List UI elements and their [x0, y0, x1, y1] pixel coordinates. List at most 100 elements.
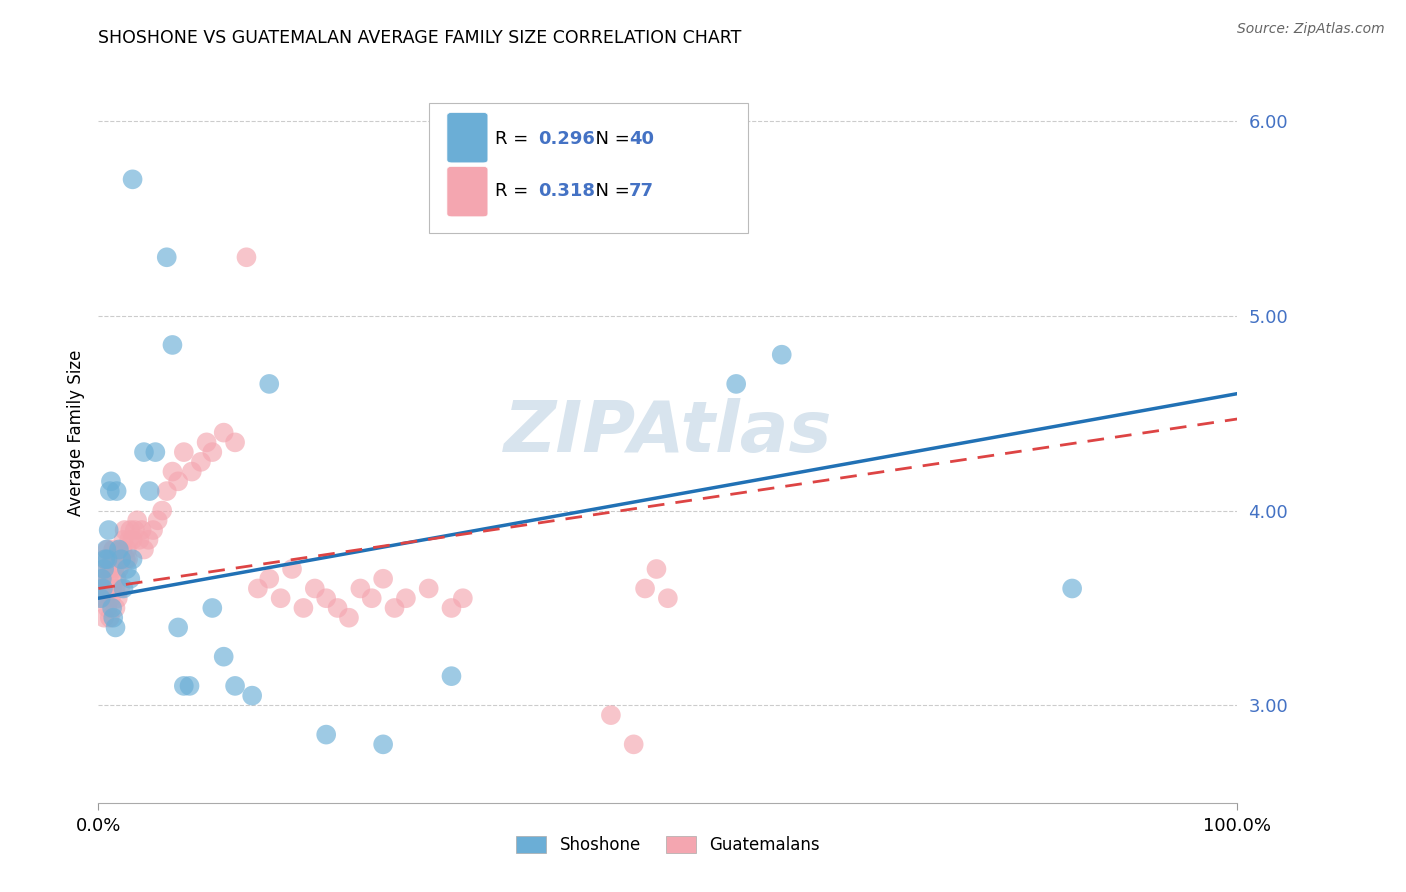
Point — [440, 601, 463, 615]
Point — [90, 572, 112, 586]
Point — [180, 465, 202, 479]
Point — [645, 562, 668, 576]
Point — [657, 591, 679, 606]
Point — [162, 338, 184, 352]
Y-axis label: Average Family Size: Average Family Size — [66, 350, 84, 516]
Point — [121, 533, 143, 547]
Point — [418, 582, 440, 596]
Point — [167, 475, 190, 489]
Point — [98, 610, 121, 624]
Text: R =: R = — [495, 182, 534, 200]
Point — [100, 475, 122, 489]
Point — [93, 562, 115, 576]
Text: 0.318: 0.318 — [538, 182, 595, 200]
Point — [96, 582, 118, 596]
Point — [103, 542, 125, 557]
Point — [112, 533, 135, 547]
Text: 0.296: 0.296 — [538, 130, 595, 148]
Point — [451, 591, 474, 606]
Point — [326, 601, 349, 615]
Legend: Shoshone, Guatemalans: Shoshone, Guatemalans — [509, 830, 827, 861]
Point — [150, 503, 173, 517]
Point — [98, 562, 121, 576]
Point — [156, 250, 179, 264]
Point — [107, 591, 129, 606]
Point — [90, 591, 112, 606]
Point — [132, 445, 155, 459]
Point — [623, 737, 645, 751]
Point — [94, 552, 117, 566]
Point — [101, 601, 124, 615]
Point — [96, 542, 118, 557]
Text: N =: N = — [583, 130, 636, 148]
Point — [108, 542, 131, 557]
Text: 77: 77 — [628, 182, 654, 200]
Point — [337, 610, 360, 624]
Point — [360, 591, 382, 606]
Point — [94, 591, 117, 606]
Point — [104, 582, 127, 596]
Text: ZIPAtlas: ZIPAtlas — [503, 398, 832, 467]
Point — [132, 542, 155, 557]
Point — [91, 582, 114, 596]
Point — [127, 513, 149, 527]
Point — [114, 552, 136, 566]
Point — [97, 572, 120, 586]
Point — [105, 572, 128, 586]
Point — [111, 542, 134, 557]
Point — [384, 601, 406, 615]
Point — [108, 562, 131, 576]
Point — [1062, 582, 1084, 596]
Point — [110, 552, 132, 566]
FancyBboxPatch shape — [447, 167, 488, 217]
Point — [112, 582, 135, 596]
Point — [110, 552, 132, 566]
Point — [259, 572, 281, 586]
Point — [156, 484, 179, 499]
Point — [179, 679, 201, 693]
Point — [96, 542, 118, 557]
Point — [114, 523, 136, 537]
Point — [103, 562, 125, 576]
Point — [101, 582, 124, 596]
Point — [118, 533, 141, 547]
Point — [96, 601, 118, 615]
Point — [395, 591, 418, 606]
Point — [371, 572, 394, 586]
Point — [246, 582, 269, 596]
Point — [105, 484, 128, 499]
Point — [104, 620, 127, 634]
Point — [100, 591, 122, 606]
Text: R =: R = — [495, 130, 534, 148]
Point — [98, 484, 121, 499]
Point — [101, 552, 124, 566]
Point — [304, 582, 326, 596]
Text: N =: N = — [583, 182, 636, 200]
Point — [259, 376, 281, 391]
Point — [97, 523, 120, 537]
Point — [212, 649, 235, 664]
Point — [104, 601, 127, 615]
Point — [440, 669, 463, 683]
Point — [138, 484, 160, 499]
Point — [349, 582, 371, 596]
Point — [138, 533, 160, 547]
Point — [121, 172, 143, 186]
Point — [770, 348, 793, 362]
Point — [146, 513, 169, 527]
Point — [90, 582, 112, 596]
Point — [167, 620, 190, 634]
Text: SHOSHONE VS GUATEMALAN AVERAGE FAMILY SIZE CORRELATION CHART: SHOSHONE VS GUATEMALAN AVERAGE FAMILY SI… — [98, 29, 742, 47]
Point — [292, 601, 315, 615]
Point — [142, 523, 165, 537]
Point — [371, 737, 394, 751]
Point — [281, 562, 304, 576]
Point — [115, 562, 138, 576]
Point — [103, 610, 125, 624]
Point — [93, 610, 115, 624]
Point — [212, 425, 235, 440]
Point — [173, 445, 195, 459]
Point — [315, 728, 337, 742]
Point — [224, 435, 246, 450]
Point — [96, 552, 118, 566]
